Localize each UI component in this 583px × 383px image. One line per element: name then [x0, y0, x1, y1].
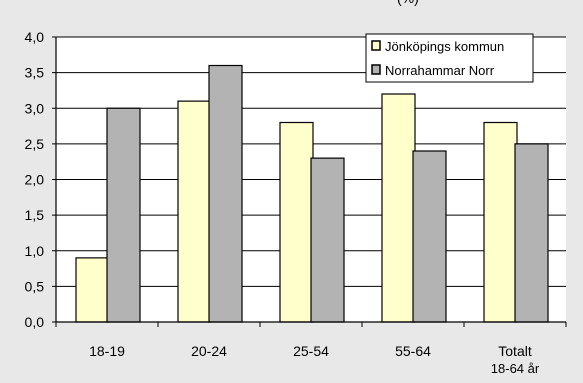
x-tick-label: 18-19 [89, 343, 125, 359]
bar [514, 143, 549, 323]
y-tick-label: 1,0 [25, 243, 45, 259]
x-tick-label: 55-64 [395, 343, 431, 359]
legend-box [365, 33, 534, 83]
legend-swatch [371, 40, 381, 51]
bar [412, 150, 447, 323]
y-tick-label: 2,5 [25, 136, 45, 152]
x-tick-label: 25-54 [293, 343, 329, 359]
bar [279, 121, 314, 323]
bar [208, 64, 243, 323]
legend-label: Jönköpings kommun [385, 39, 504, 54]
bar [483, 121, 518, 323]
x-tick-label: 20-24 [191, 343, 227, 359]
y-tick-label: 0,5 [25, 278, 45, 294]
y-tick-label: 3,0 [25, 100, 45, 116]
y-tick-label: 3,5 [25, 65, 45, 81]
y-tick-label: 1,5 [25, 207, 45, 223]
legend-label: Norrahammar Norr [385, 63, 495, 78]
bar [106, 107, 141, 323]
chart-title: (%) [397, 0, 419, 6]
x-tick-label: Totalt 18-64 år [491, 343, 540, 376]
legend-swatch [371, 64, 381, 75]
y-tick-label: 4,0 [25, 29, 45, 45]
bar [310, 157, 345, 323]
bar [75, 257, 110, 323]
bar [381, 93, 416, 323]
plot-area: 0,0 0,5 1,0 1,5 2,0 2,5 3,0 3,5 4,0 18-19 20-24 25-… [25, 29, 567, 376]
y-tick-label: 2,0 [25, 172, 45, 188]
y-tick-label: 0,0 [25, 314, 45, 330]
bar [177, 100, 212, 323]
